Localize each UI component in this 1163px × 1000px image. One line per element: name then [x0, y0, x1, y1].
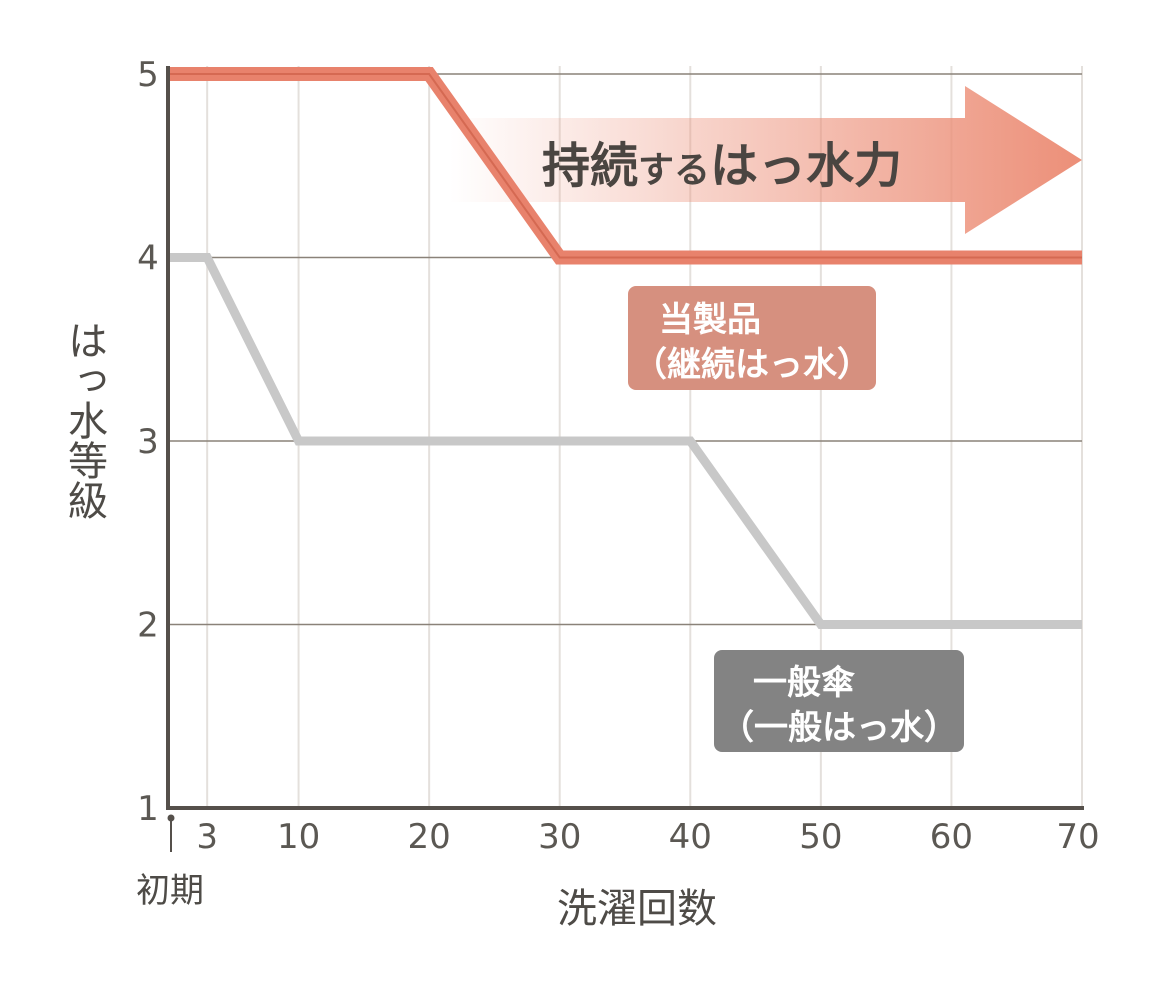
- series-line-general: [168, 253, 1082, 629]
- y-tick-label-3: 3: [137, 422, 159, 462]
- x-tick-label-3: 3: [196, 817, 218, 857]
- x-axis-title: 洗濯回数: [557, 886, 717, 932]
- general-label-line2: （一般はっ水）: [720, 708, 958, 748]
- banner-arrow-shape: [450, 86, 1082, 234]
- origin-marker: 初期: [136, 814, 204, 911]
- general-label-line1: 一般傘: [753, 663, 855, 703]
- general-label-box: 一般傘 （一般はっ水）: [714, 650, 964, 752]
- svg-text:持続するはっ水力: 持続するはっ水力: [542, 138, 902, 194]
- y-tick-label-4: 4: [137, 239, 159, 279]
- y-tick-labels: 1 2 3 4 5: [137, 55, 159, 829]
- x-tick-labels: 3 10 20 30 40 50 60 70: [196, 817, 1099, 857]
- x-tick-label-10: 10: [277, 817, 320, 857]
- banner-text-large-2: はっ水力: [710, 138, 902, 194]
- x-tick-label-70: 70: [1056, 817, 1099, 857]
- series-line-product-core: [168, 73, 1082, 259]
- product-label-line2: （継続はっ水）: [633, 345, 871, 385]
- y-axis-title: はっ水等級: [61, 320, 107, 520]
- y-tick-label-5: 5: [137, 55, 159, 95]
- x-tick-label-40: 40: [669, 817, 712, 857]
- general-label-background: [714, 650, 964, 752]
- x-tick-label-60: 60: [930, 817, 973, 857]
- y-tick-label-1: 1: [137, 789, 159, 829]
- series-layer: [168, 67, 1082, 629]
- x-origin-label: 初期: [136, 871, 204, 911]
- origin-dot: [167, 814, 175, 822]
- y-tick-label-2: 2: [137, 606, 159, 646]
- sustained-repellency-banner: 持続するはっ水力: [450, 86, 1082, 234]
- product-label-background: [628, 286, 876, 390]
- x-tick-label-20: 20: [408, 817, 451, 857]
- product-label-line1: 当製品: [659, 300, 761, 340]
- x-tick-label-30: 30: [538, 817, 581, 857]
- x-tick-label-50: 50: [799, 817, 842, 857]
- banner-text-small: する: [638, 149, 710, 191]
- product-label-box: 当製品 （継続はっ水）: [628, 286, 876, 390]
- banner-text-large-1: 持続: [542, 138, 638, 194]
